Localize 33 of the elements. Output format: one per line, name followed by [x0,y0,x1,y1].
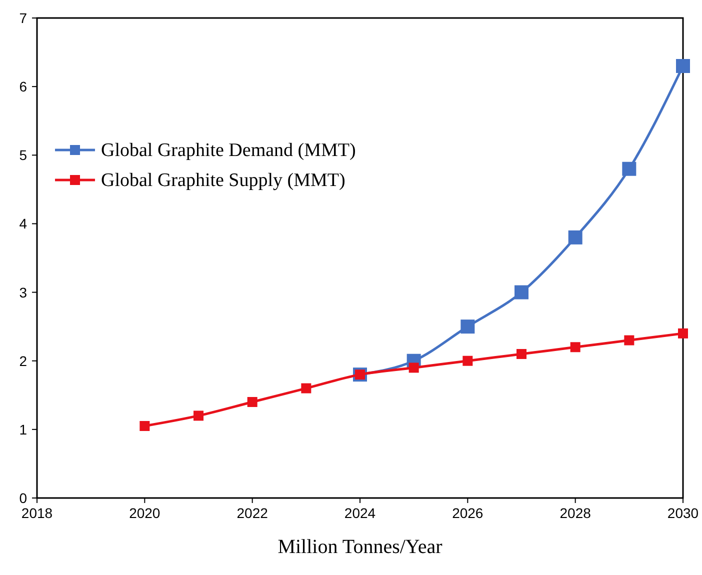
x-tick-label: 2028 [560,505,592,521]
x-tick-label: 2026 [452,505,484,521]
point [676,59,690,73]
point [516,349,526,359]
y-tick-label: 7 [19,10,28,26]
point [247,397,258,407]
point [622,162,636,176]
y-tick-label: 3 [19,284,28,300]
point [460,320,475,334]
legend-label: Global Graphite Supply (MMT) [101,170,346,191]
x-tick-label: 2020 [129,505,160,521]
y-tick-label: 2 [19,352,28,369]
point [408,362,419,373]
point [514,285,528,300]
x-tick-label: 2018 [21,505,53,521]
point [194,410,204,421]
x-tick-label: 2030 [667,505,699,521]
point [462,356,473,366]
y-tick-label: 0 [19,490,28,506]
x-tick-label: 2024 [344,505,376,521]
x-axis-title: Million Tonnes/Year [278,536,443,558]
point [301,383,312,394]
point [140,421,150,431]
y-tick-label: 6 [19,78,28,95]
x-tick-label: 2022 [236,505,268,521]
point [678,328,688,338]
point [568,230,582,244]
y-tick-label: 1 [19,421,28,438]
point [570,342,580,352]
y-tick-label: 4 [19,216,28,232]
legend-label: Global Graphite Demand (MMT) [101,140,356,161]
y-tick-label: 5 [19,147,28,164]
point [624,335,634,346]
